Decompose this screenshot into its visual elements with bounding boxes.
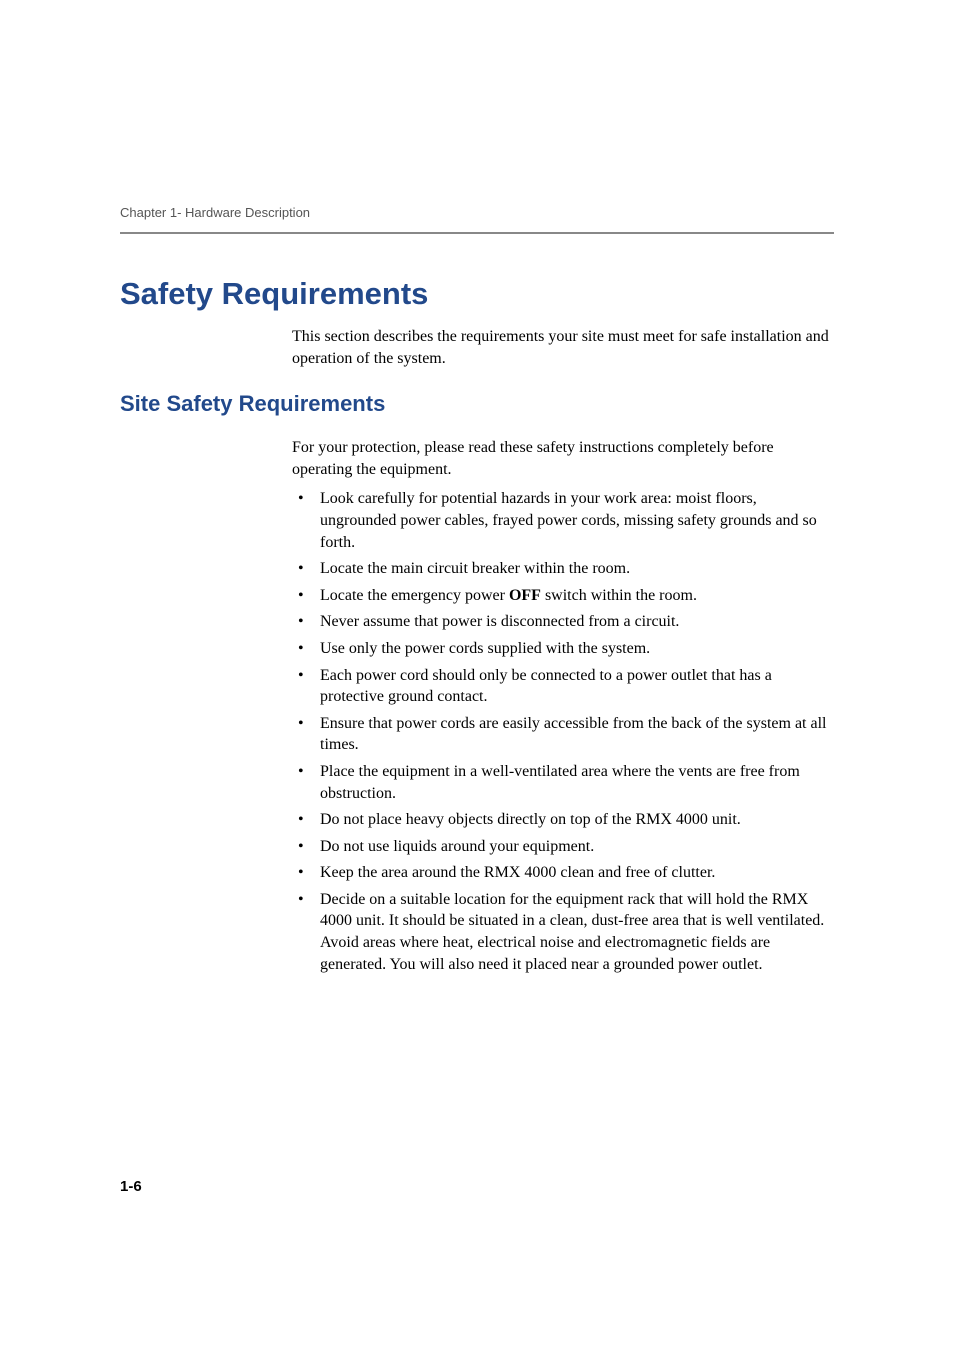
site-intro-text: For your protection, please read these s…	[292, 437, 834, 480]
intro-block: This section describes the requirements …	[292, 326, 834, 369]
list-item: Locate the emergency power OFF switch wi…	[292, 585, 834, 607]
list-item: Use only the power cords supplied with t…	[292, 638, 834, 660]
list-item: Look carefully for potential hazards in …	[292, 488, 834, 553]
bullet-list: Look carefully for potential hazards in …	[292, 488, 834, 975]
bullet-text-post: switch within the room.	[541, 587, 697, 604]
list-item: Do not use liquids around your equipment…	[292, 836, 834, 858]
list-item: Place the equipment in a well-ventilated…	[292, 761, 834, 804]
bullet-text-pre: Locate the emergency power	[320, 587, 509, 604]
list-item: Each power cord should only be connected…	[292, 665, 834, 708]
page-container: Chapter 1- Hardware Description Safety R…	[0, 0, 954, 975]
list-item: Decide on a suitable location for the eq…	[292, 889, 834, 975]
main-heading: Safety Requirements	[120, 276, 834, 312]
site-safety-block: For your protection, please read these s…	[292, 437, 834, 975]
list-item: Locate the main circuit breaker within t…	[292, 558, 834, 580]
list-item: Do not place heavy objects directly on t…	[292, 809, 834, 831]
bullet-text-bold: OFF	[509, 587, 541, 604]
header-rule	[120, 232, 834, 234]
list-item: Ensure that power cords are easily acces…	[292, 713, 834, 756]
list-item: Never assume that power is disconnected …	[292, 611, 834, 633]
intro-text: This section describes the requirements …	[292, 326, 834, 369]
sub-heading: Site Safety Requirements	[120, 391, 834, 417]
list-item: Keep the area around the RMX 4000 clean …	[292, 862, 834, 884]
page-number: 1-6	[120, 1178, 142, 1195]
chapter-header: Chapter 1- Hardware Description	[120, 205, 834, 220]
